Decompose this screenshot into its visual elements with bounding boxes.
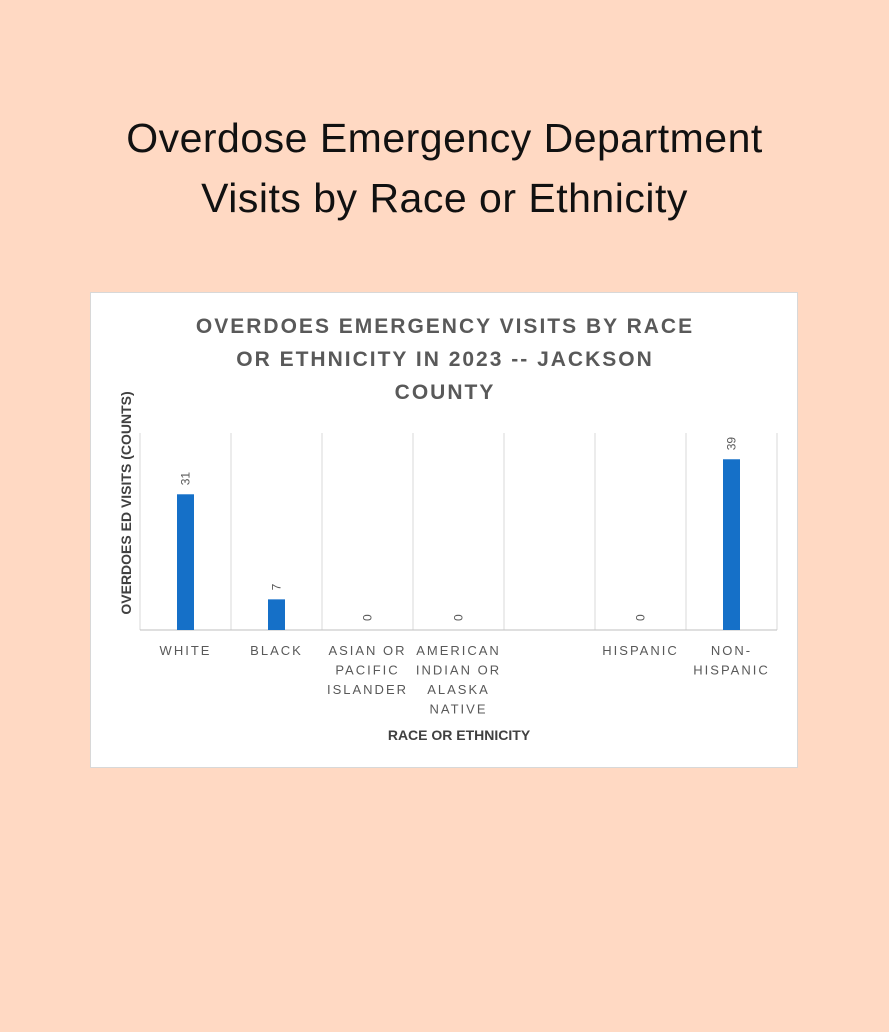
data-label-1: 7 [270,583,284,590]
x-tick-label-2-0: ASIAN OR [328,643,406,658]
bar-6 [723,459,740,630]
data-label-5: 0 [634,614,648,621]
bar-1 [268,599,285,630]
data-label-2: 0 [361,614,375,621]
page-title: Overdose Emergency Department Visits by … [0,108,889,228]
data-label-6: 39 [725,437,739,451]
chart-title-line-2: OR ETHNICITY IN 2023 -- JACKSON [236,348,654,371]
x-axis-title: RACE OR ETHNICITY [388,727,531,743]
chart-card: OVERDOES EMERGENCY VISITS BY RACE OR ETHN… [90,292,798,768]
x-tick-label-3-3: NATIVE [430,702,488,717]
x-tick-label-2-1: PACIFIC [335,663,399,678]
bar-0 [177,494,194,630]
data-label-3: 0 [452,614,466,621]
x-tick-label-2-2: ISLANDER [327,682,408,697]
x-tick-label-3-0: AMERICAN [416,643,501,658]
chart-title-line-1: OVERDOES EMERGENCY VISITS BY RACE [196,315,694,338]
page-title-line-1: Overdose Emergency Department [126,115,763,161]
chart-title-line-3: COUNTY [395,381,496,404]
x-tick-label-5-0: HISPANIC [602,643,678,658]
data-label-0: 31 [179,472,193,486]
x-tick-label-6-0: NON- [711,643,752,658]
y-axis-title: OVERDOES ED VISITS (COUNTS) [118,391,134,614]
x-tick-label-6-1: HISPANIC [693,663,769,678]
x-tick-label-1-0: BLACK [250,643,303,658]
x-tick-label-0-0: WHITE [160,643,212,658]
page-title-line-2: Visits by Race or Ethnicity [201,175,688,221]
x-tick-label-3-2: ALASKA [427,682,490,697]
bar-chart: OVERDOES EMERGENCY VISITS BY RACE OR ETHN… [118,315,778,743]
x-tick-label-3-1: INDIAN OR [416,663,501,678]
